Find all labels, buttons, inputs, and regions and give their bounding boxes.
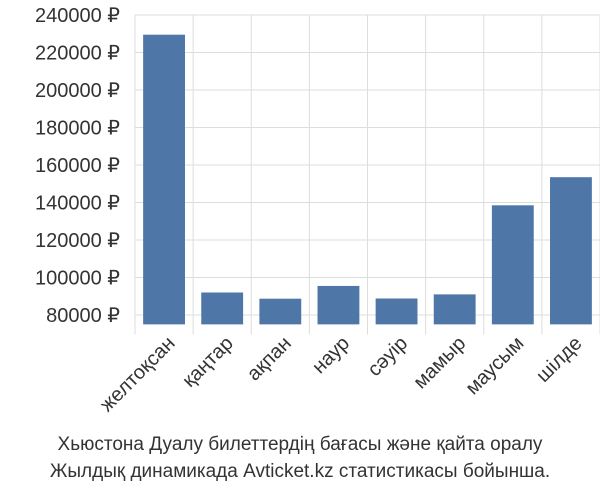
y-axis-tick-labels: 80000 ₽ 100000 ₽ 120000 ₽ 140000 ₽ 160000 ₽ 1… bbox=[35, 5, 120, 327]
bar bbox=[375, 298, 418, 325]
x-tick-label: ақпан bbox=[243, 332, 296, 385]
bar bbox=[259, 298, 302, 325]
bar bbox=[201, 292, 244, 325]
bar bbox=[433, 294, 476, 325]
bar bbox=[143, 34, 185, 325]
y-tick-label: 120000 ₽ bbox=[35, 230, 120, 252]
bars bbox=[143, 34, 592, 325]
y-tick-label: 100000 ₽ bbox=[35, 268, 120, 290]
y-tick-label: 180000 ₽ bbox=[35, 118, 120, 140]
bar bbox=[550, 177, 592, 325]
x-tick-label: шілде bbox=[532, 332, 586, 386]
grid-lines bbox=[134, 14, 600, 335]
bar bbox=[317, 285, 360, 325]
x-tick-label: сәуір bbox=[364, 332, 413, 381]
x-tick-label: қаңтар bbox=[178, 332, 237, 391]
x-tick-label: маусым bbox=[461, 332, 528, 399]
bar bbox=[491, 205, 534, 325]
y-tick-label: 200000 ₽ bbox=[35, 80, 120, 102]
x-tick-label: наур bbox=[308, 332, 354, 378]
y-tick-label: 160000 ₽ bbox=[35, 155, 120, 177]
x-tick-label: желтоқсан bbox=[96, 332, 180, 416]
caption-line-2: Жылдық динамикада Avticket.kz статистика… bbox=[49, 461, 551, 482]
y-tick-label: 80000 ₽ bbox=[46, 305, 120, 327]
price-bar-chart: 80000 ₽ 100000 ₽ 120000 ₽ 140000 ₽ 160000 ₽ 1… bbox=[35, 5, 600, 416]
y-tick-label: 140000 ₽ bbox=[35, 193, 120, 215]
caption-line-1: Хьюстона Дуалу билеттердің бағасы және қ… bbox=[57, 434, 543, 455]
y-tick-label: 240000 ₽ bbox=[35, 5, 120, 27]
y-tick-label: 220000 ₽ bbox=[35, 43, 120, 65]
